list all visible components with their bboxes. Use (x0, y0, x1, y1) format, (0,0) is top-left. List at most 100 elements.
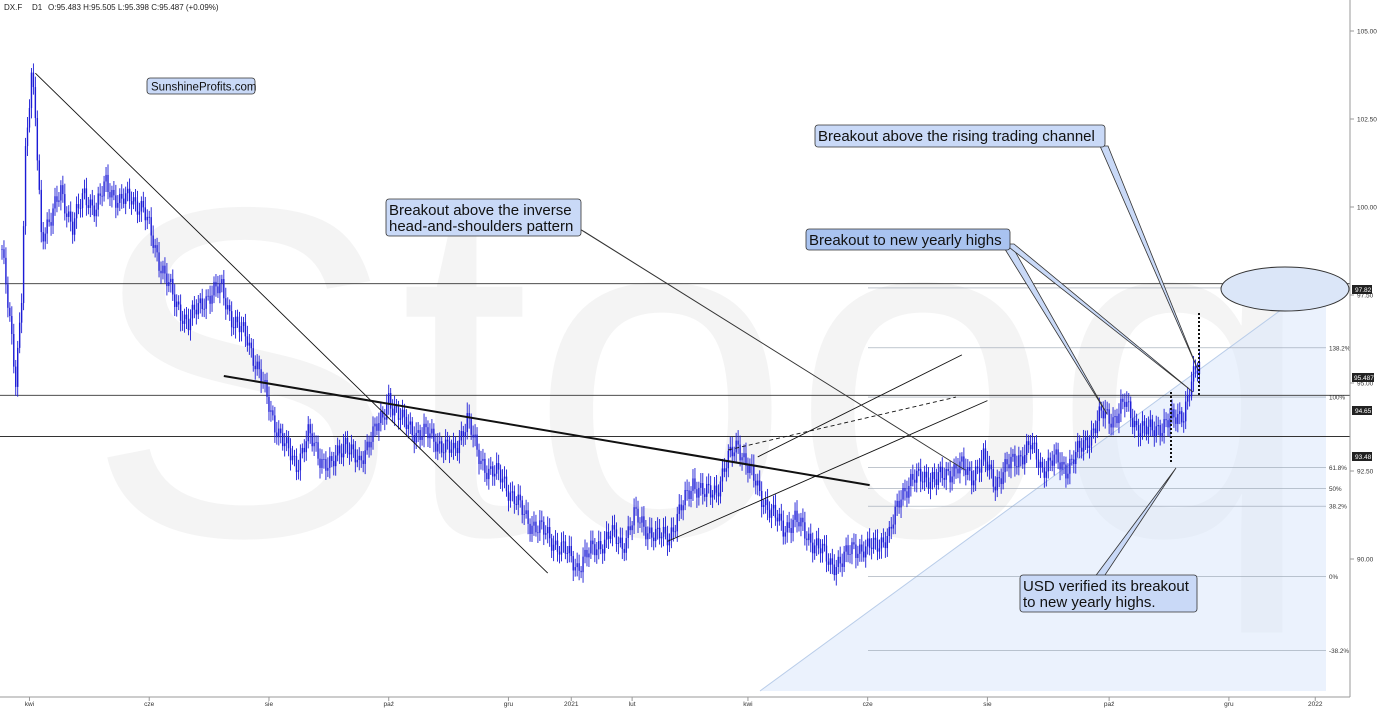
candle-body (611, 525, 614, 536)
candle-body (1082, 440, 1085, 452)
candle-body (625, 538, 627, 553)
candle-body (1139, 433, 1142, 438)
candle-body (972, 480, 975, 486)
candle-body (352, 444, 355, 450)
candle-body (203, 308, 205, 310)
candle-body (15, 366, 17, 387)
candle-body (662, 526, 665, 537)
candle-body (488, 468, 490, 480)
candle-body (413, 435, 415, 443)
candle-body (855, 544, 857, 558)
candle-body (299, 453, 302, 471)
candle-body (645, 526, 647, 540)
candle-body (878, 548, 881, 552)
candle-body (627, 526, 629, 539)
candle-body (254, 365, 256, 370)
candle-body (362, 460, 364, 464)
candle-body (984, 448, 987, 462)
candle-body (770, 508, 773, 518)
candle-body (921, 481, 924, 483)
candle-body (123, 198, 125, 204)
candle-body (315, 442, 317, 444)
candle-body (953, 464, 955, 477)
fib-level-label: 38.2% (1329, 504, 1347, 511)
candle-body (464, 432, 466, 437)
candle-body (706, 483, 708, 497)
candle-body (1043, 467, 1046, 478)
candle-body (880, 537, 883, 549)
candle-body (735, 440, 737, 453)
candle-body (678, 504, 680, 514)
trendline-long-term-resistance (35, 72, 549, 574)
x-tick-label: kwi (743, 701, 752, 708)
candle-body (60, 185, 62, 201)
candle-body (631, 525, 633, 531)
candle-body (980, 459, 983, 473)
candle-body (813, 545, 816, 554)
y-tick-label: 100.00 (1357, 205, 1377, 212)
x-tick-label: 2022 (1308, 701, 1323, 708)
candle-body (431, 428, 433, 434)
candle-body (719, 481, 722, 497)
candle-body (450, 449, 453, 453)
candle-body (103, 181, 105, 197)
candle-body (176, 301, 178, 307)
price-tag-support: 93.48 (1352, 452, 1372, 461)
candle-body (325, 459, 327, 471)
candle-body (1039, 461, 1042, 468)
candle-body (594, 544, 596, 556)
candle-body (301, 447, 304, 454)
candle-body (395, 406, 398, 408)
candle-body (1084, 437, 1087, 441)
candle-body (111, 189, 113, 198)
candle-body (861, 544, 863, 552)
candle-body (113, 189, 115, 196)
candle-body (252, 348, 254, 366)
candle-body (804, 522, 806, 539)
candle-body (13, 334, 15, 367)
candle-body (729, 446, 731, 451)
candle-body (550, 538, 553, 551)
x-tick-label: kwi (25, 701, 34, 708)
candle-body (833, 564, 836, 576)
candle-body (647, 533, 649, 540)
candle-body (825, 545, 828, 562)
candle-body (1049, 457, 1051, 461)
candle-body (232, 327, 235, 329)
candle-body (562, 541, 565, 543)
candle-body (499, 469, 502, 483)
candle-body (441, 441, 443, 453)
candle-body (505, 476, 508, 492)
candle-body (545, 533, 547, 535)
annotation-channel-box (814, 124, 1106, 148)
candle-body (874, 537, 877, 540)
candle-body (694, 478, 696, 490)
candle-body (800, 517, 802, 527)
candle-body (172, 278, 174, 295)
candle-body (963, 456, 965, 470)
candle-body (73, 218, 76, 235)
candle-body (643, 516, 645, 527)
candle-body (209, 295, 211, 304)
candle-body (1133, 420, 1136, 428)
candle-body (835, 567, 837, 576)
candle-body (484, 458, 486, 473)
fib-level-label: 100% (1329, 395, 1346, 402)
candle-body (152, 235, 154, 248)
candle-body (1024, 454, 1026, 465)
candle-body (97, 193, 99, 210)
candle-body (639, 522, 641, 524)
candle-body (132, 197, 135, 205)
candle-body (77, 204, 80, 209)
candle-body (749, 463, 751, 473)
candle-body (240, 326, 243, 333)
trendline-breakout-ray (728, 396, 957, 451)
candle-body (34, 87, 37, 119)
candle-body (128, 188, 131, 202)
candle-body (497, 463, 500, 470)
candle-body (54, 196, 56, 209)
candle-body (976, 466, 979, 469)
candle-body (456, 447, 459, 454)
candle-body (1112, 417, 1114, 428)
candle-body (429, 433, 431, 439)
